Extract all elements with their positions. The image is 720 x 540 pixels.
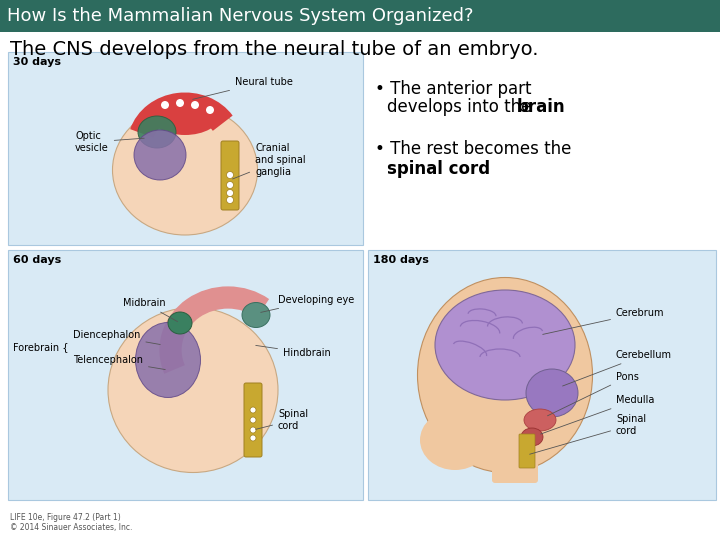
- Text: Medulla: Medulla: [541, 395, 654, 434]
- Text: Cranial
and spinal
ganglia: Cranial and spinal ganglia: [233, 144, 305, 179]
- Ellipse shape: [138, 116, 176, 148]
- Circle shape: [191, 101, 199, 109]
- Ellipse shape: [524, 409, 556, 431]
- Circle shape: [250, 417, 256, 423]
- Text: spinal cord: spinal cord: [387, 160, 490, 178]
- Text: Pons: Pons: [547, 372, 639, 416]
- Ellipse shape: [521, 428, 543, 446]
- Ellipse shape: [150, 95, 220, 135]
- FancyBboxPatch shape: [244, 383, 262, 457]
- Text: • The rest becomes the: • The rest becomes the: [375, 140, 572, 158]
- Circle shape: [161, 101, 169, 109]
- Text: Spinal
cord: Spinal cord: [530, 414, 646, 454]
- Ellipse shape: [420, 410, 490, 470]
- Circle shape: [227, 190, 233, 197]
- Ellipse shape: [135, 322, 200, 397]
- Text: Developing eye: Developing eye: [261, 295, 354, 313]
- Text: • The anterior part: • The anterior part: [375, 80, 531, 98]
- Circle shape: [227, 197, 233, 204]
- Text: How Is the Mammalian Nervous System Organized?: How Is the Mammalian Nervous System Orga…: [7, 7, 474, 25]
- Text: Cerebrum: Cerebrum: [543, 308, 665, 334]
- Text: brain: brain: [517, 98, 566, 116]
- Text: Hindbrain: Hindbrain: [256, 346, 330, 358]
- Ellipse shape: [526, 369, 578, 417]
- Text: 180 days: 180 days: [373, 255, 429, 265]
- Bar: [368, 250, 716, 500]
- Circle shape: [250, 427, 256, 433]
- Circle shape: [250, 435, 256, 441]
- Text: LIFE 10e, Figure 47.2 (Part 1)
© 2014 Sinauer Associates, Inc.: LIFE 10e, Figure 47.2 (Part 1) © 2014 Si…: [10, 512, 132, 532]
- Text: Neural tube: Neural tube: [193, 77, 293, 99]
- Ellipse shape: [168, 312, 192, 334]
- Text: Spinal
cord: Spinal cord: [256, 409, 308, 431]
- Text: Diencephalon: Diencephalon: [73, 330, 161, 345]
- Circle shape: [250, 407, 256, 413]
- FancyBboxPatch shape: [492, 447, 538, 483]
- Ellipse shape: [108, 307, 278, 472]
- Bar: [8, 250, 363, 500]
- Ellipse shape: [435, 290, 575, 400]
- Text: The CNS develops from the neural tube of an embryo.: The CNS develops from the neural tube of…: [10, 40, 539, 59]
- Text: 30 days: 30 days: [13, 57, 61, 67]
- FancyBboxPatch shape: [519, 434, 535, 468]
- Text: 60 days: 60 days: [13, 255, 61, 265]
- Circle shape: [227, 172, 233, 179]
- Text: Forebrain {: Forebrain {: [13, 342, 68, 352]
- Circle shape: [206, 106, 214, 114]
- FancyBboxPatch shape: [221, 141, 239, 210]
- Text: Telencephalon: Telencephalon: [73, 355, 166, 369]
- Ellipse shape: [242, 302, 270, 327]
- Bar: [8, 52, 363, 245]
- Text: Cerebellum: Cerebellum: [562, 350, 672, 386]
- Bar: [0, 0, 720, 32]
- Ellipse shape: [112, 105, 258, 235]
- Ellipse shape: [418, 278, 593, 472]
- Text: develops into the: develops into the: [387, 98, 536, 116]
- Text: Optic
vesicle: Optic vesicle: [75, 131, 144, 153]
- Circle shape: [227, 181, 233, 188]
- Text: Midbrain: Midbrain: [123, 298, 178, 322]
- Ellipse shape: [134, 130, 186, 180]
- Circle shape: [176, 99, 184, 107]
